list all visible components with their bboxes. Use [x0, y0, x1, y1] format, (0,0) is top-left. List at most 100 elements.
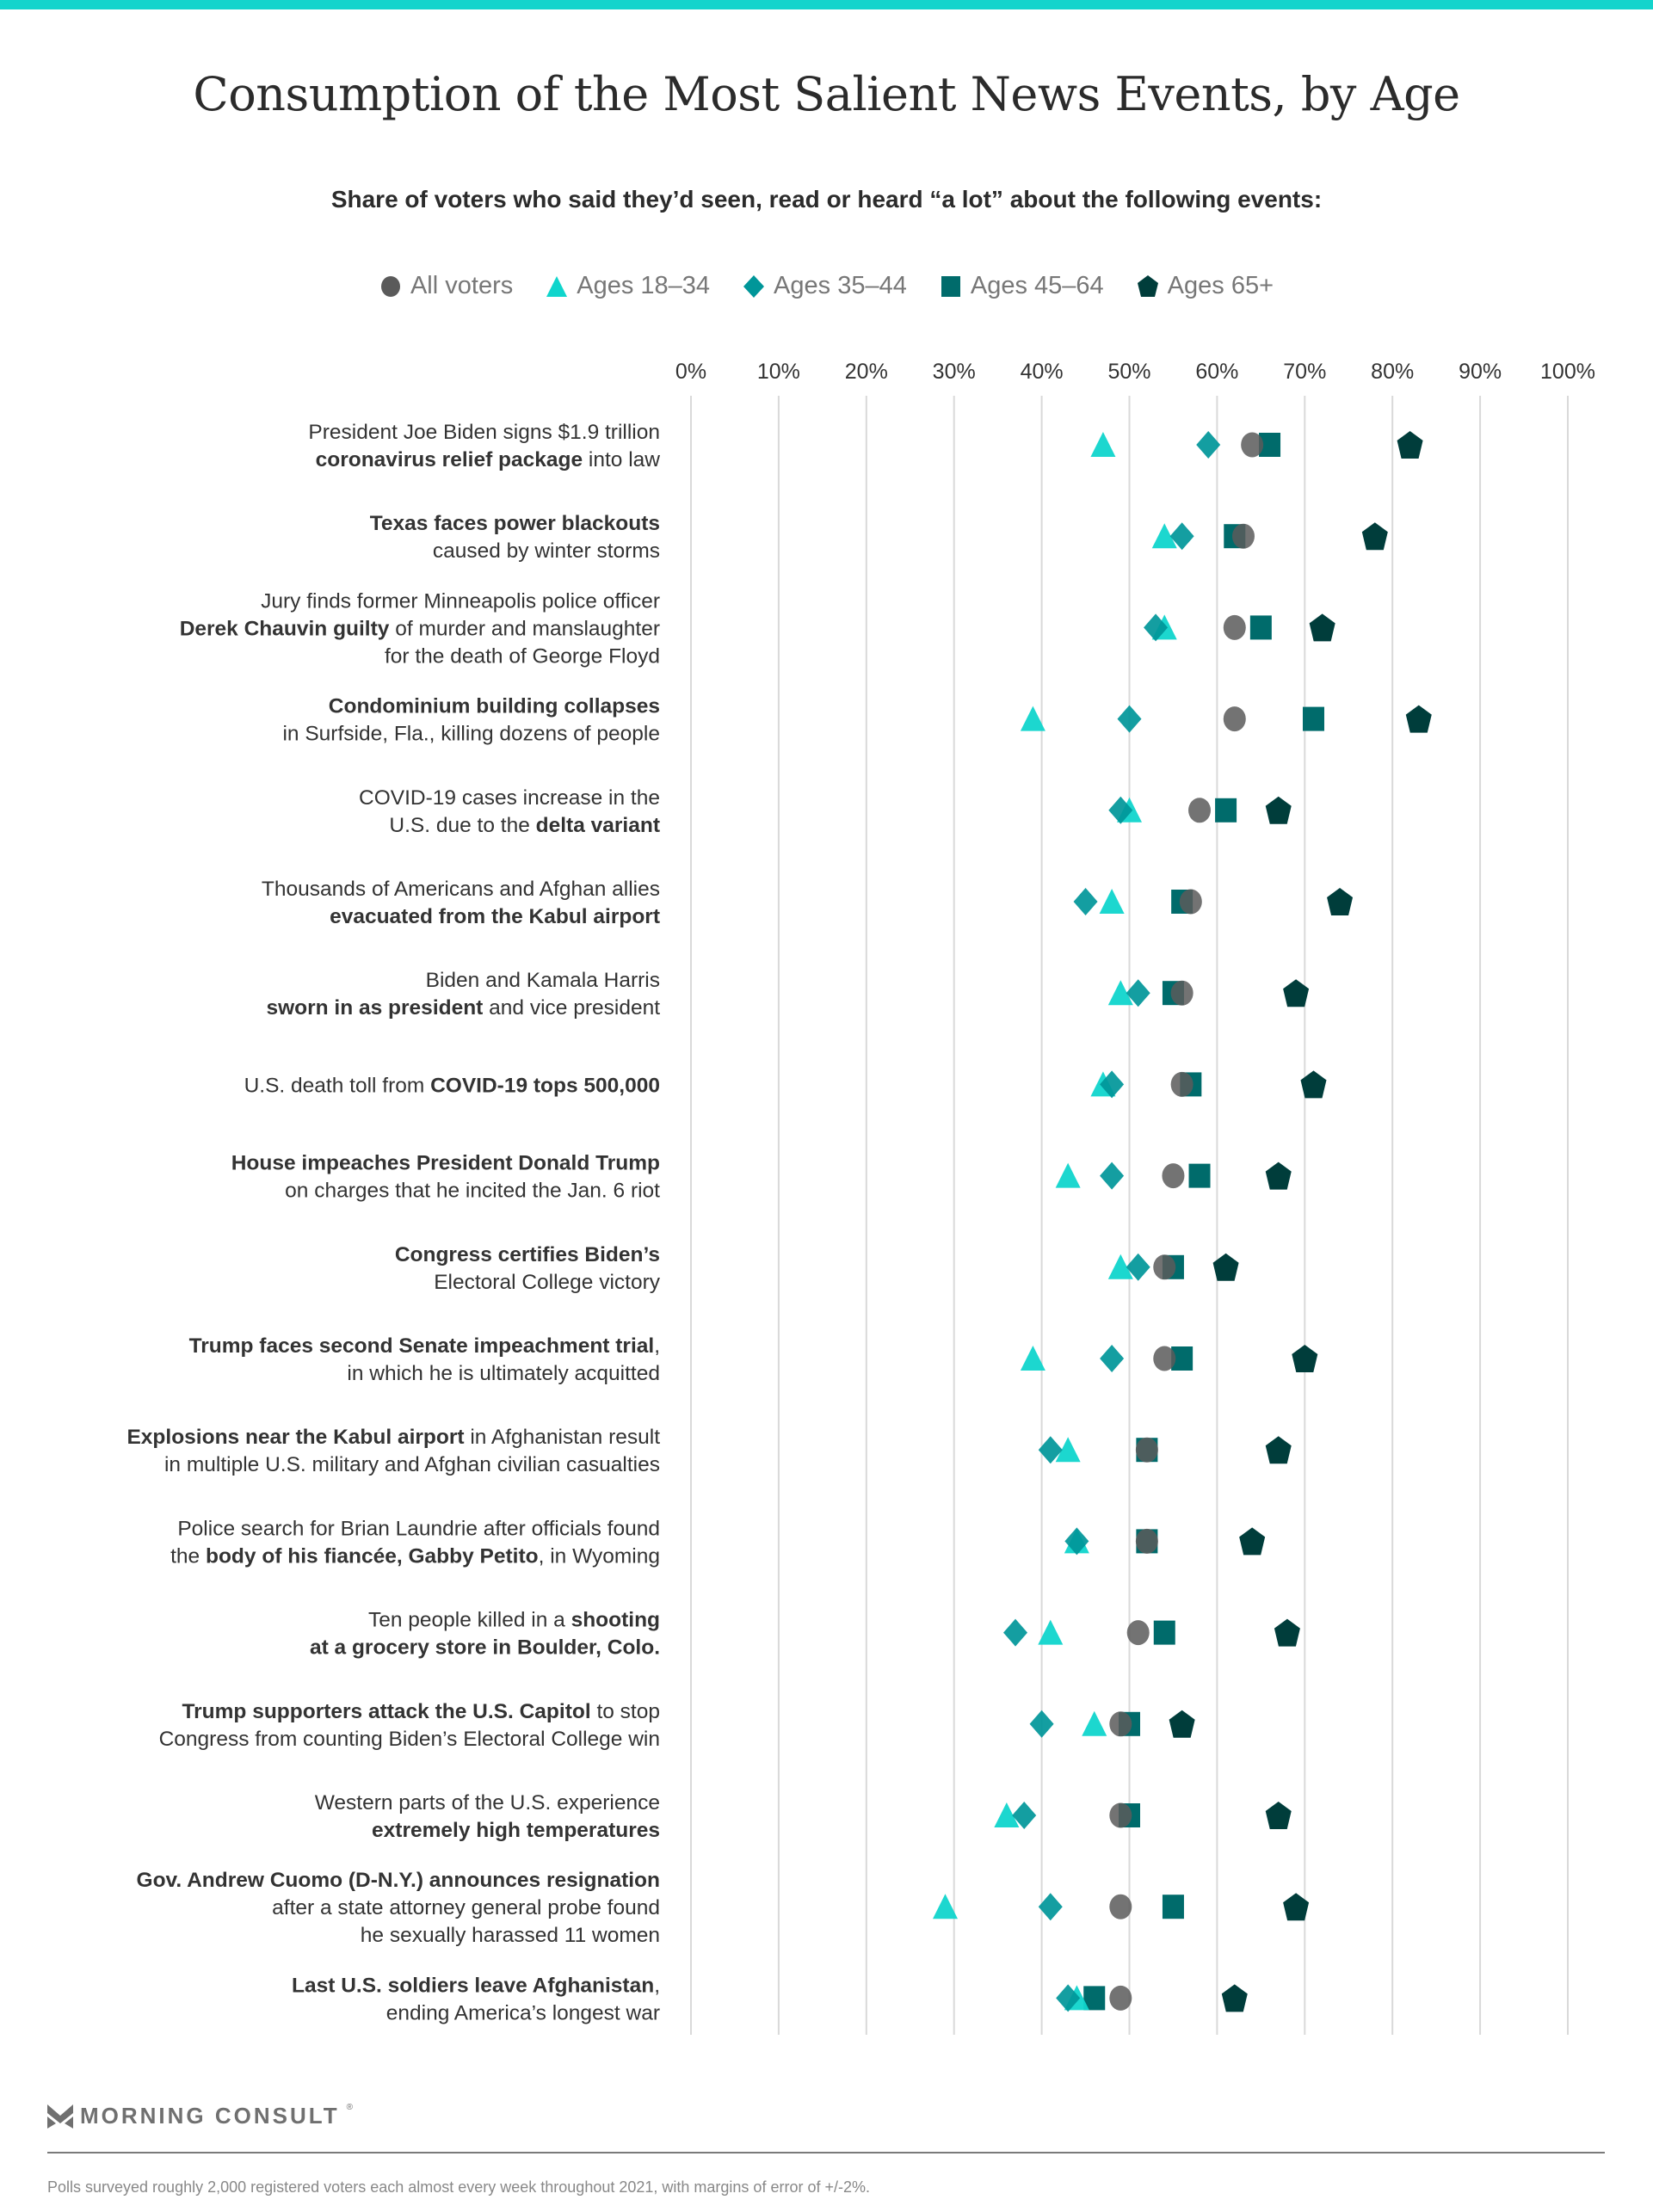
row-label: Explosions near the Kabul airport in Afg… — [126, 1426, 660, 1476]
row-label-line: U.S. death toll from COVID-19 tops 500,0… — [244, 1074, 660, 1097]
all-voters-point — [1135, 1528, 1158, 1554]
ages-35-44-point — [1196, 431, 1221, 459]
row-label-line: on charges that he incited the Jan. 6 ri… — [285, 1180, 660, 1203]
ages-35-44-point — [1169, 522, 1194, 551]
ages-65-plus-point — [1300, 1070, 1327, 1099]
ages-65-plus-point — [1405, 705, 1432, 733]
row-label-line: Thousands of Americans and Afghan allies — [262, 878, 660, 901]
row-label-line: in multiple U.S. military and Afghan civ… — [164, 1453, 660, 1476]
ages-35-44-point — [1038, 1436, 1063, 1464]
row-label-text: and vice president — [483, 996, 660, 1020]
row-label-line: for the death of George Floyd — [385, 644, 660, 668]
ages-18-34-point — [1038, 1619, 1064, 1645]
all-voters-point — [1179, 889, 1202, 915]
x-tick-label: 40% — [1021, 360, 1064, 384]
row-label-text: of murder and manslaughter — [389, 617, 660, 640]
row-label-line: House impeaches President Donald Trump — [231, 1152, 660, 1175]
row-label-line: Condominium building collapses — [329, 695, 660, 718]
x-tick-label: 60% — [1195, 360, 1238, 384]
chart-title: Consumption of the Most Salient News Eve… — [193, 67, 1460, 121]
row-label: President Joe Biden signs $1.9 trillion c… — [308, 421, 660, 471]
ages-35-44-point — [1100, 1345, 1125, 1372]
row-label-text: U.S. death toll from — [244, 1074, 431, 1097]
row-label-bold: at a grocery store in Boulder, Colo. — [310, 1636, 660, 1660]
ages-65-plus-point — [1361, 522, 1388, 551]
ages-35-44-point — [1003, 1618, 1028, 1647]
row-label-line: Trump faces second Senate impeachment tr… — [189, 1334, 660, 1358]
ages-35-44-point — [1117, 705, 1142, 733]
all-voters-point — [1109, 1711, 1132, 1737]
legend-item-ages-65-plus: Ages 65+ — [1137, 272, 1274, 300]
row-label-bold: shooting — [571, 1609, 660, 1632]
all-voters-point — [1223, 706, 1246, 732]
row-label: Congress certifies Biden’s Electoral Coll… — [395, 1243, 661, 1294]
ages-45-64-point — [1302, 706, 1324, 731]
row-label-line: after a state attorney general probe fou… — [272, 1896, 660, 1919]
x-tick-label: 10% — [757, 360, 800, 384]
row-label-bold: Derek Chauvin guilty — [180, 617, 390, 640]
row-label-line: Electoral College victory — [434, 1271, 661, 1294]
row-label: Jury finds former Minneapolis police off… — [180, 589, 660, 668]
all-voters-point — [1153, 1346, 1176, 1371]
row-label-line: President Joe Biden signs $1.9 trillion — [308, 421, 660, 444]
x-tick-label: 0% — [675, 360, 706, 384]
row-label: Trump supporters attack the U.S. Capitol… — [159, 1700, 660, 1751]
row-label-line: Jury finds former Minneapolis police off… — [261, 589, 660, 613]
ages-35-44-point — [1126, 1253, 1150, 1281]
legend-label: Ages 35–44 — [774, 272, 907, 299]
row-label-text: on charges that he incited the Jan. 6 ri… — [285, 1180, 660, 1203]
row-label-text: to stop — [591, 1700, 660, 1723]
row-label-text: after a state attorney general probe fou… — [272, 1896, 660, 1919]
row-label-line: Ten people killed in a shooting — [368, 1609, 660, 1632]
all-voters-point — [1135, 1437, 1158, 1463]
row-label-line: Last U.S. soldiers leave Afghanistan, — [292, 1974, 660, 1997]
row-label-text: he sexually harassed 11 women — [361, 1924, 660, 1947]
row-label-line: caused by winter storms — [433, 539, 660, 563]
row-label-text: the — [170, 1544, 206, 1568]
row-label-text: into law — [583, 448, 660, 471]
ages-35-44-point — [1064, 1527, 1089, 1556]
all-voters-point — [1109, 1802, 1132, 1828]
ages-18-34-point — [1099, 889, 1125, 914]
row-label-line: Texas faces power blackouts — [370, 512, 660, 535]
row-label-bold: Trump supporters attack the U.S. Capitol — [182, 1700, 591, 1723]
row-label-text: U.S. due to the — [389, 814, 535, 837]
row-label-line: Biden and Kamala Harris — [426, 969, 660, 992]
row-label-line: U.S. due to the delta variant — [389, 814, 660, 837]
diamond-icon — [743, 274, 765, 298]
row-label-line: COVID-19 cases increase in the — [359, 786, 660, 810]
chart-subtitle: Share of voters who said they’d seen, re… — [330, 186, 1323, 213]
ages-45-64-point — [1249, 615, 1272, 640]
row-label-bold: coronavirus relief package — [316, 448, 583, 471]
row-label-text: COVID-19 cases increase in the — [359, 786, 660, 810]
ages-18-34-point — [933, 1894, 959, 1919]
row-label-text: in multiple U.S. military and Afghan civ… — [164, 1453, 660, 1476]
ages-18-34-point — [1020, 1346, 1045, 1371]
row-label-text: in Surfside, Fla., killing dozens of peo… — [282, 723, 660, 746]
row-label-line: extremely high temperatures — [372, 1819, 660, 1842]
dot-plot: 0% 10% 20% 30% 40% 50% 60% 70% 80% 90% 100% Preside… — [126, 360, 1595, 2035]
all-voters-point — [1231, 523, 1255, 549]
row-label-line: evacuated from the Kabul airport — [330, 905, 660, 928]
row-label: U.S. death toll from COVID-19 tops 500,0… — [244, 1074, 660, 1097]
row-label-bold: Trump faces second Senate impeachment tr… — [189, 1334, 655, 1358]
row-label-text: , — [654, 1334, 660, 1358]
ages-65-plus-point — [1283, 1893, 1310, 1921]
ages-35-44-point — [1056, 1984, 1081, 2012]
row-label-line: he sexually harassed 11 women — [361, 1924, 660, 1947]
ages-45-64-point — [1188, 1163, 1211, 1188]
ages-18-34-point — [1055, 1437, 1081, 1463]
row-label: Texas faces power blackouts caused by win… — [370, 512, 660, 563]
registered-mark: ® — [346, 2103, 353, 2112]
circle-icon — [380, 275, 400, 297]
ages-35-44-point — [1038, 1893, 1063, 1921]
accent-bar — [0, 0, 1653, 9]
row-label-line: sworn in as president and vice president — [266, 996, 660, 1020]
x-tick-label: 20% — [845, 360, 888, 384]
row-label-bold: sworn in as president — [266, 996, 483, 1020]
row-label-bold: delta variant — [536, 814, 660, 837]
ages-65-plus-point — [1265, 1802, 1292, 1829]
ages-65-plus-point — [1327, 888, 1354, 915]
legend-item-ages-45-64: Ages 45–64 — [940, 272, 1104, 300]
row-label-bold: Last U.S. soldiers leave Afghanistan — [292, 1974, 654, 1997]
